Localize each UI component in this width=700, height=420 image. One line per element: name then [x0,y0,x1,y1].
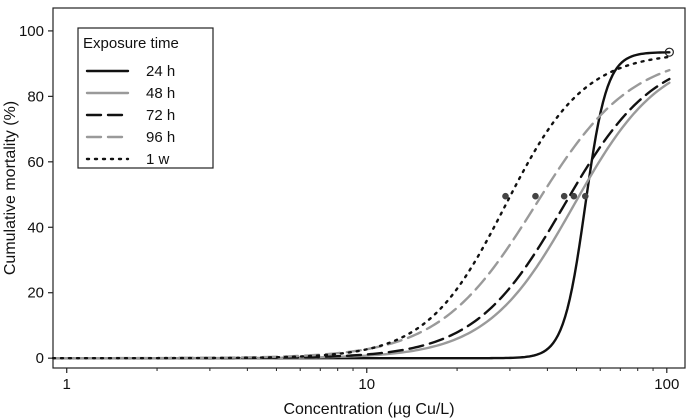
series-line-72h [51,77,671,360]
y-axis-label: Cumulative mortality (%) [2,101,19,275]
series-line-1w [51,55,671,360]
legend-items: 24 h 48 h 72 h 96 h 1 w [85,63,175,168]
x-axis-label: Concentration (µg Cu/L) [283,401,454,418]
y-tick-label: 100 [19,23,44,40]
y-tick-label: 20 [27,285,44,302]
lc50-points [502,47,674,200]
lc50-point-48h [570,192,578,200]
legend-label: 72 h [146,107,175,124]
legend-label: 24 h [146,63,175,80]
series-layer [51,51,671,360]
lc50-point-1w [502,192,509,200]
y-tick-label: 60 [27,154,44,171]
legend-label: 48 h [146,85,175,102]
lc50-point-96h [532,192,539,200]
legend-box [77,27,214,169]
legend-title: Exposure time [83,35,179,52]
x-tick-label: 1 [63,376,71,393]
series-line-96h [51,68,671,360]
plot-frame [52,7,686,369]
legend-label: 1 w [146,151,170,168]
legend: Exposure time 24 h 48 h 72 h 96 h 1 w [77,27,214,169]
endpoint-marker [664,47,674,57]
tick-marks: 1 10 100 0 20 40 60 80 100 [19,23,679,393]
y-tick-label: 80 [27,88,44,105]
y-tick-label: 40 [27,219,44,236]
x-tick-label: 10 [358,376,375,393]
lc50-point-24h [581,192,589,200]
legend-label: 96 h [146,129,175,146]
y-tick-label: 0 [36,350,44,367]
lc50-point-72h [560,192,568,200]
x-tick-label: 100 [654,376,679,393]
